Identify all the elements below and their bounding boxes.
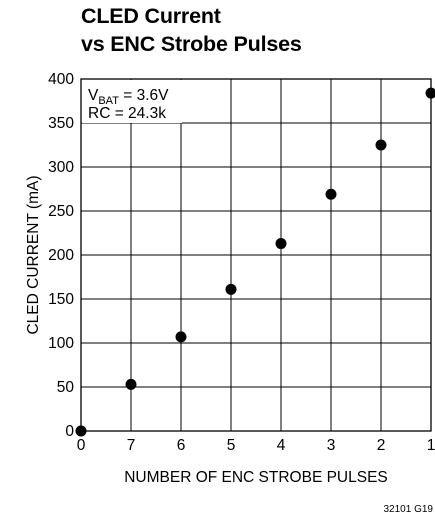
x-tick-labels: 0 7 6 5 4 3 2 1	[77, 437, 435, 454]
annotation-background	[82, 80, 182, 123]
y-tick-label: 100	[48, 335, 74, 352]
annotation-vbat-value: = 3.6V	[119, 87, 169, 104]
data-point	[75, 425, 87, 437]
x-tick-label: 3	[327, 437, 336, 454]
y-tick-label: 350	[48, 115, 74, 132]
data-point	[175, 331, 187, 343]
y-tick-label: 200	[48, 247, 74, 264]
x-tick-label: 1	[427, 437, 435, 454]
data-point	[225, 283, 237, 295]
data-points	[75, 87, 435, 437]
data-point	[125, 378, 137, 390]
annotation-vbat-symbol: V	[88, 87, 99, 104]
chart-title-line-2: vs ENC Strobe Pulses	[81, 32, 302, 56]
x-tick-label: 0	[77, 437, 86, 454]
x-tick-label: 2	[377, 437, 386, 454]
y-tick-label: 300	[48, 159, 74, 176]
y-tick-labels: 0 50 100 150 200 250 300 350 400	[48, 71, 74, 440]
figure-code: 32101 G19	[384, 504, 434, 515]
annotation-vbat: VBAT = 3.6V	[88, 87, 169, 107]
y-tick-label: 400	[48, 71, 74, 88]
x-axis-label: NUMBER OF ENC STROBE PULSES	[124, 469, 388, 486]
y-tick-label: 0	[65, 423, 74, 440]
annotation-vbat-subscript: BAT	[98, 95, 119, 107]
x-tick-label: 5	[227, 437, 236, 454]
y-tick-label: 150	[48, 291, 74, 308]
chart-title-line-1: CLED Current	[81, 4, 221, 28]
x-tick-label: 6	[177, 437, 186, 454]
y-tick-label: 50	[57, 379, 75, 396]
x-tick-label: 7	[127, 437, 136, 454]
data-point	[375, 139, 387, 151]
y-tick-label: 250	[48, 203, 74, 220]
plot-frame	[80, 78, 432, 432]
grid-lines	[81, 79, 431, 431]
x-tick-label: 4	[277, 437, 286, 454]
data-point	[425, 87, 435, 99]
data-point	[275, 238, 287, 250]
data-point	[325, 188, 337, 200]
y-axis-label: CLED CURRENT (mA)	[25, 175, 42, 334]
chart-title: CLED Current vs ENC Strobe Pulses	[81, 2, 302, 58]
annotation-rc: RC = 24.3k	[88, 105, 166, 122]
